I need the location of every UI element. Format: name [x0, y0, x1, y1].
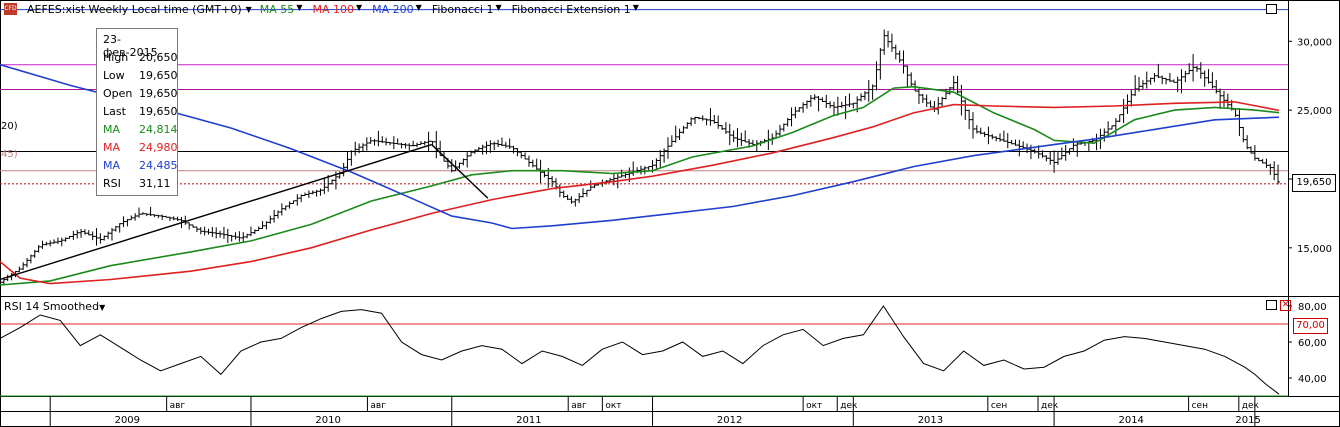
year-label: 2015	[1235, 415, 1260, 426]
series-ma-55	[0, 85, 1280, 286]
tooltip-date: 23-фев-2015	[103, 33, 175, 59]
data-tooltip: 23-фев-2015 High 20,650 Low 19,650 Open 19,65…	[96, 28, 178, 196]
month-label: сен	[991, 401, 1007, 411]
left-edge-label: 20)	[1, 121, 18, 132]
chevron-down-icon[interactable]: ▼	[296, 2, 303, 12]
month-label: окт	[806, 401, 822, 411]
left-edge-label: 45)	[1, 149, 18, 160]
month-label: окт	[605, 401, 621, 411]
rsi-line	[0, 305, 1280, 395]
tooltip-key: RSI	[103, 177, 121, 190]
tooltip-row: RSI 31,11	[103, 177, 175, 191]
chart-header: CFD AEFES:xist Weekly Local time (GMT+0)…	[0, 0, 659, 18]
chevron-down-icon[interactable]: ▼	[415, 2, 422, 12]
indicator-ma-100[interactable]: MA 100	[312, 2, 354, 16]
tooltip-value: 24,980	[139, 141, 178, 154]
tooltip-row: High 20,650	[103, 51, 178, 65]
series-ma-200	[0, 63, 1280, 230]
price-tick-label: 30,000	[1297, 37, 1332, 48]
tooltip-value: 19,650	[139, 69, 178, 82]
tooltip-value: 19,650	[139, 105, 178, 118]
month-label: авг	[571, 401, 587, 411]
maximize-rsi-panel-icon[interactable]	[1266, 300, 1277, 310]
year-label: 2011	[516, 415, 541, 426]
indicator-list: MA 55 ▼ MA 100 ▼ MA 200 ▼ Fibonacci 1 ▼ Fibonacc…	[260, 3, 649, 16]
tooltip-key: MA	[103, 159, 121, 172]
tooltip-value: 24,814	[139, 123, 178, 136]
close-rsi-panel-icon[interactable]: ✕	[1280, 300, 1291, 311]
rsi-level-tag: 70,00	[1293, 318, 1328, 334]
tooltip-key: MA	[103, 123, 121, 136]
trendline	[0, 143, 432, 281]
rsi-title-text: RSI 14 Smoothed	[4, 300, 100, 313]
tooltip-row: Last 19,650	[103, 105, 178, 119]
month-label: авг	[370, 401, 386, 411]
year-label: 2009	[115, 415, 140, 426]
month-label: дек	[1041, 401, 1059, 411]
ohlc-bars	[0, 29, 1281, 284]
current-price-tag: 19,650	[1292, 174, 1336, 192]
chevron-down-icon[interactable]: ▼	[99, 303, 106, 312]
tooltip-row: Low 19,650	[103, 69, 178, 83]
instrument-badge: CFD	[4, 3, 17, 15]
tooltip-row: MA 24,814	[103, 123, 178, 137]
chevron-down-icon[interactable]: ▼	[245, 4, 252, 14]
tooltip-value: 20,650	[139, 51, 178, 64]
indicator-ma-200[interactable]: MA 200	[372, 2, 414, 16]
tooltip-value: 24,485	[139, 159, 178, 172]
indicator-ma-55[interactable]: MA 55	[259, 2, 295, 16]
year-label: 2013	[918, 415, 943, 426]
indicator-fibonacci-1[interactable]: Fibonacci 1	[431, 2, 494, 16]
trendline	[431, 144, 489, 199]
month-label: дек	[1242, 401, 1260, 411]
rsi-panel-title[interactable]: RSI 14 Smoothed▼	[4, 300, 105, 313]
month-label: сен	[1192, 401, 1208, 411]
year-label: 2010	[315, 415, 340, 426]
series-ma-100	[0, 101, 1280, 285]
year-label: 2014	[1118, 415, 1143, 426]
tooltip-row: MA 24,980	[103, 141, 178, 155]
tooltip-key: Open	[103, 87, 133, 100]
rsi-tick-label: 40,00	[1298, 374, 1327, 385]
indicator-fibonacci-extension-1[interactable]: Fibonacci Extension 1	[511, 2, 631, 16]
chart-title[interactable]: AEFES:xist Weekly Local time (GMT+0)	[27, 2, 242, 16]
chevron-down-icon[interactable]: ▼	[355, 2, 363, 12]
tooltip-key: Low	[103, 69, 125, 82]
month-label: авг	[170, 401, 186, 411]
month-label: дек	[840, 401, 858, 411]
tooltip-key: Last	[103, 105, 126, 118]
tooltip-row: MA 24,485	[103, 159, 178, 173]
tooltip-value: 31,11	[139, 177, 171, 190]
rsi-tick-label: 80,00	[1298, 302, 1327, 313]
maximize-price-panel-icon[interactable]	[1266, 4, 1277, 14]
tooltip-key: MA	[103, 141, 121, 154]
tooltip-date-text: 23-фев-2015	[103, 33, 158, 59]
year-label: 2012	[717, 415, 742, 426]
rsi-tick-label: 60,00	[1298, 338, 1327, 349]
tooltip-value: 19,650	[139, 87, 178, 100]
tooltip-key: High	[103, 51, 129, 64]
price-tick-label: 15,000	[1297, 244, 1332, 255]
price-tick-label: 25,000	[1297, 106, 1332, 117]
chevron-down-icon[interactable]: ▼	[632, 2, 639, 12]
tooltip-row: Open 19,650	[103, 87, 178, 101]
chevron-down-icon[interactable]: ▼	[495, 2, 502, 12]
